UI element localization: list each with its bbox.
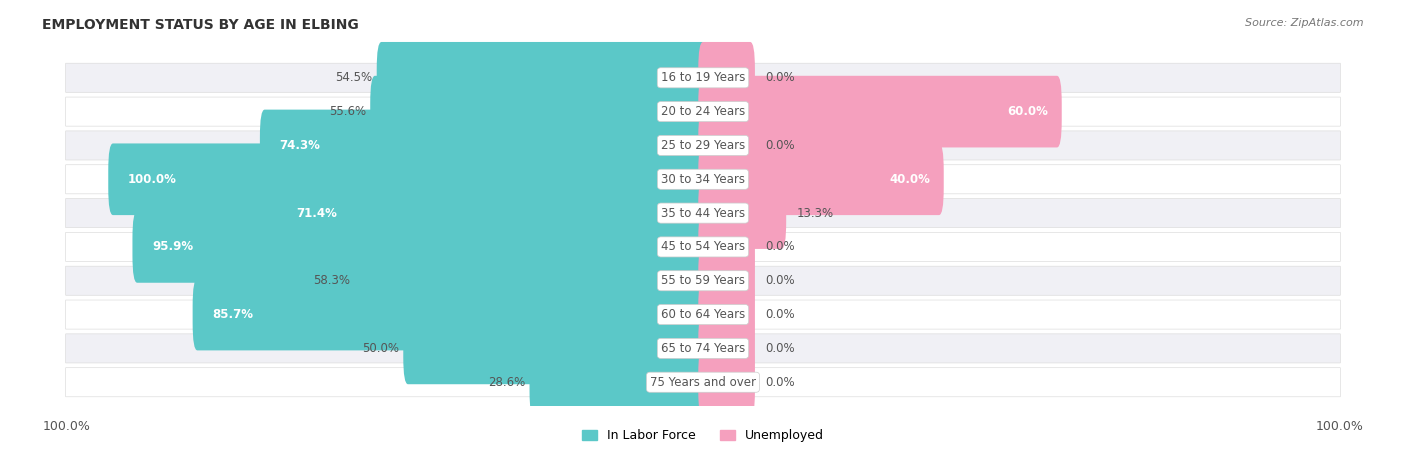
FancyBboxPatch shape (699, 76, 1062, 147)
Text: 0.0%: 0.0% (765, 342, 794, 355)
Text: 0.0%: 0.0% (765, 71, 794, 84)
Text: EMPLOYMENT STATUS BY AGE IN ELBING: EMPLOYMENT STATUS BY AGE IN ELBING (42, 18, 359, 32)
FancyBboxPatch shape (699, 143, 943, 215)
Text: 0.0%: 0.0% (765, 240, 794, 253)
FancyBboxPatch shape (66, 266, 1340, 295)
Text: 0.0%: 0.0% (765, 308, 794, 321)
Text: 50.0%: 50.0% (363, 342, 399, 355)
FancyBboxPatch shape (66, 368, 1340, 397)
FancyBboxPatch shape (277, 177, 707, 249)
Text: 55 to 59 Years: 55 to 59 Years (661, 274, 745, 287)
FancyBboxPatch shape (699, 110, 755, 181)
FancyBboxPatch shape (108, 143, 707, 215)
Text: 95.9%: 95.9% (152, 240, 193, 253)
FancyBboxPatch shape (66, 300, 1340, 329)
Text: 100.0%: 100.0% (42, 420, 90, 433)
FancyBboxPatch shape (699, 245, 755, 317)
FancyBboxPatch shape (530, 346, 707, 418)
Text: 54.5%: 54.5% (336, 71, 373, 84)
Text: 30 to 34 Years: 30 to 34 Years (661, 173, 745, 186)
FancyBboxPatch shape (699, 279, 755, 350)
Text: 58.3%: 58.3% (314, 274, 350, 287)
Text: 65 to 74 Years: 65 to 74 Years (661, 342, 745, 355)
Text: 25 to 29 Years: 25 to 29 Years (661, 139, 745, 152)
FancyBboxPatch shape (66, 131, 1340, 160)
Text: 0.0%: 0.0% (765, 139, 794, 152)
Text: 16 to 19 Years: 16 to 19 Years (661, 71, 745, 84)
FancyBboxPatch shape (699, 346, 755, 418)
FancyBboxPatch shape (699, 313, 755, 384)
FancyBboxPatch shape (66, 232, 1340, 262)
Text: Source: ZipAtlas.com: Source: ZipAtlas.com (1246, 18, 1364, 28)
Text: 13.3%: 13.3% (796, 207, 834, 220)
FancyBboxPatch shape (354, 245, 707, 317)
FancyBboxPatch shape (66, 63, 1340, 92)
Text: 100.0%: 100.0% (1316, 420, 1364, 433)
Text: 45 to 54 Years: 45 to 54 Years (661, 240, 745, 253)
FancyBboxPatch shape (132, 211, 707, 283)
Text: 28.6%: 28.6% (488, 376, 526, 389)
Text: 0.0%: 0.0% (765, 376, 794, 389)
Text: 85.7%: 85.7% (212, 308, 253, 321)
Text: 74.3%: 74.3% (280, 139, 321, 152)
FancyBboxPatch shape (699, 211, 755, 283)
Text: 55.6%: 55.6% (329, 105, 366, 118)
FancyBboxPatch shape (66, 198, 1340, 228)
FancyBboxPatch shape (377, 42, 707, 114)
Text: 71.4%: 71.4% (297, 207, 337, 220)
Legend: In Labor Force, Unemployed: In Labor Force, Unemployed (576, 424, 830, 447)
FancyBboxPatch shape (260, 110, 707, 181)
Text: 20 to 24 Years: 20 to 24 Years (661, 105, 745, 118)
FancyBboxPatch shape (699, 42, 755, 114)
FancyBboxPatch shape (370, 76, 707, 147)
Text: 40.0%: 40.0% (889, 173, 931, 186)
Text: 60.0%: 60.0% (1007, 105, 1047, 118)
FancyBboxPatch shape (66, 334, 1340, 363)
Text: 60 to 64 Years: 60 to 64 Years (661, 308, 745, 321)
FancyBboxPatch shape (66, 165, 1340, 194)
Text: 35 to 44 Years: 35 to 44 Years (661, 207, 745, 220)
Text: 75 Years and over: 75 Years and over (650, 376, 756, 389)
FancyBboxPatch shape (404, 313, 707, 384)
Text: 100.0%: 100.0% (128, 173, 177, 186)
FancyBboxPatch shape (66, 97, 1340, 126)
FancyBboxPatch shape (193, 279, 707, 350)
FancyBboxPatch shape (699, 177, 786, 249)
Text: 0.0%: 0.0% (765, 274, 794, 287)
